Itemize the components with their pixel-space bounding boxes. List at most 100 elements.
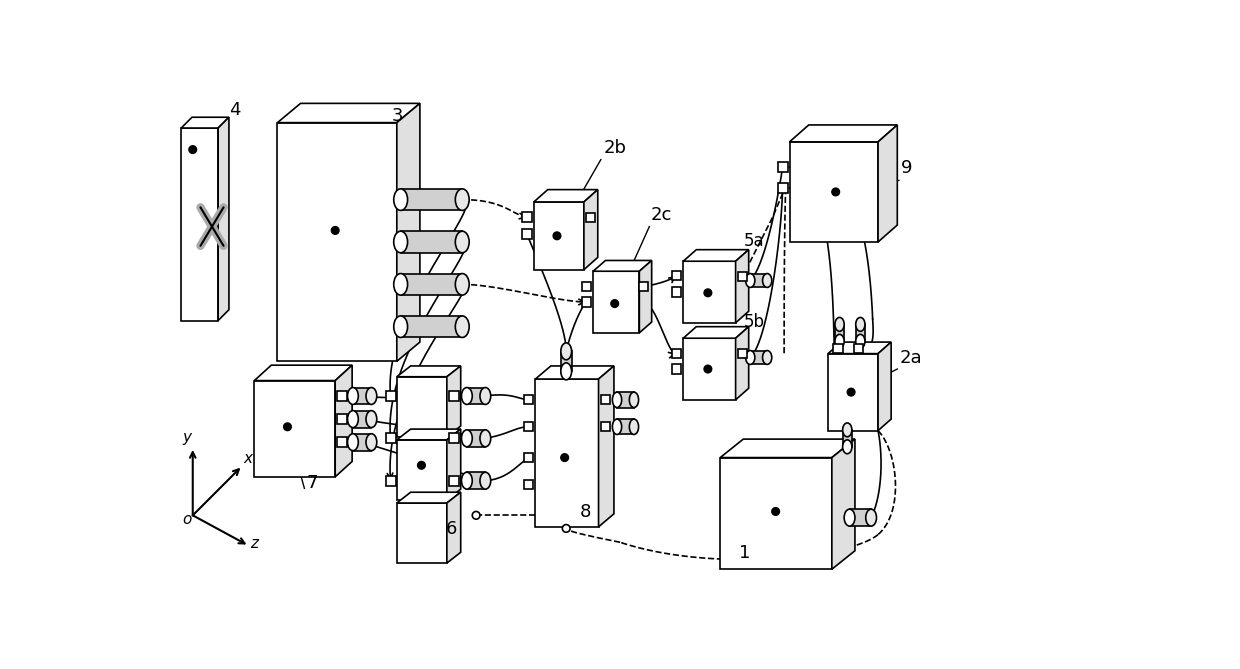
Polygon shape — [720, 439, 854, 458]
Text: 4: 4 — [229, 101, 241, 119]
Text: x: x — [244, 451, 253, 466]
Bar — [777, 183, 787, 193]
Polygon shape — [835, 324, 844, 341]
Polygon shape — [401, 189, 463, 211]
Polygon shape — [278, 122, 397, 361]
Polygon shape — [401, 274, 463, 295]
Polygon shape — [254, 365, 352, 381]
Text: 1: 1 — [739, 545, 751, 563]
Polygon shape — [878, 342, 892, 431]
Polygon shape — [560, 351, 572, 371]
Polygon shape — [593, 260, 652, 271]
Circle shape — [560, 454, 568, 462]
Ellipse shape — [480, 430, 491, 447]
Text: 3: 3 — [392, 107, 403, 125]
Ellipse shape — [347, 387, 358, 405]
Ellipse shape — [843, 423, 852, 437]
Bar — [337, 414, 347, 424]
Ellipse shape — [394, 231, 408, 253]
Circle shape — [847, 388, 854, 396]
Bar — [672, 365, 681, 374]
Bar — [522, 212, 532, 222]
Text: y: y — [182, 430, 191, 445]
Polygon shape — [849, 509, 872, 526]
Polygon shape — [397, 104, 420, 361]
Ellipse shape — [394, 316, 408, 337]
Bar — [672, 271, 681, 280]
Bar — [601, 395, 610, 405]
Polygon shape — [683, 339, 735, 400]
Ellipse shape — [347, 411, 358, 427]
Bar — [854, 344, 863, 353]
Circle shape — [418, 462, 425, 469]
Bar — [738, 272, 748, 281]
Polygon shape — [683, 250, 749, 261]
Bar — [523, 422, 533, 432]
Text: 2b: 2b — [603, 139, 626, 157]
Bar — [523, 395, 533, 405]
Bar — [522, 229, 532, 240]
Polygon shape — [181, 117, 229, 128]
Ellipse shape — [461, 472, 472, 489]
Ellipse shape — [630, 419, 639, 434]
Polygon shape — [353, 387, 372, 405]
Bar — [639, 282, 647, 291]
Circle shape — [704, 289, 712, 296]
Polygon shape — [593, 271, 640, 333]
Circle shape — [188, 146, 197, 153]
Ellipse shape — [613, 392, 621, 407]
Polygon shape — [750, 274, 768, 288]
Bar — [672, 349, 681, 359]
Ellipse shape — [394, 189, 408, 211]
Ellipse shape — [866, 509, 877, 526]
Bar — [582, 298, 590, 306]
Polygon shape — [218, 117, 229, 320]
Polygon shape — [278, 104, 420, 122]
Bar — [672, 288, 681, 296]
Bar — [523, 480, 533, 489]
Polygon shape — [401, 316, 463, 337]
Bar — [738, 349, 748, 359]
Ellipse shape — [366, 411, 377, 427]
Bar — [337, 391, 347, 401]
Ellipse shape — [455, 231, 469, 253]
Text: 9: 9 — [901, 159, 913, 177]
Ellipse shape — [366, 434, 377, 451]
Polygon shape — [735, 250, 749, 323]
Ellipse shape — [347, 434, 358, 451]
Polygon shape — [397, 429, 461, 440]
Polygon shape — [467, 472, 485, 489]
Bar — [777, 163, 787, 173]
Ellipse shape — [613, 419, 621, 434]
Polygon shape — [397, 492, 461, 503]
Bar — [449, 476, 459, 486]
Text: o: o — [182, 512, 191, 527]
Circle shape — [331, 227, 339, 234]
Polygon shape — [856, 324, 866, 341]
Polygon shape — [254, 381, 335, 477]
Ellipse shape — [461, 430, 472, 447]
Text: z: z — [250, 537, 258, 551]
Polygon shape — [683, 326, 749, 339]
Polygon shape — [401, 231, 463, 253]
Bar — [386, 434, 396, 444]
Polygon shape — [720, 458, 832, 569]
Polygon shape — [397, 503, 446, 563]
Polygon shape — [467, 387, 485, 405]
Ellipse shape — [843, 440, 852, 454]
Text: 5b: 5b — [743, 312, 764, 330]
Ellipse shape — [763, 274, 771, 288]
Ellipse shape — [630, 392, 639, 407]
Polygon shape — [536, 379, 599, 527]
Circle shape — [284, 423, 291, 431]
Polygon shape — [353, 411, 372, 427]
Ellipse shape — [844, 509, 854, 526]
Polygon shape — [446, 492, 461, 563]
Polygon shape — [618, 419, 634, 434]
Text: 6: 6 — [445, 520, 456, 539]
Polygon shape — [828, 342, 892, 354]
Bar — [449, 391, 459, 401]
Ellipse shape — [394, 274, 408, 295]
Polygon shape — [683, 261, 735, 323]
Circle shape — [472, 512, 480, 519]
